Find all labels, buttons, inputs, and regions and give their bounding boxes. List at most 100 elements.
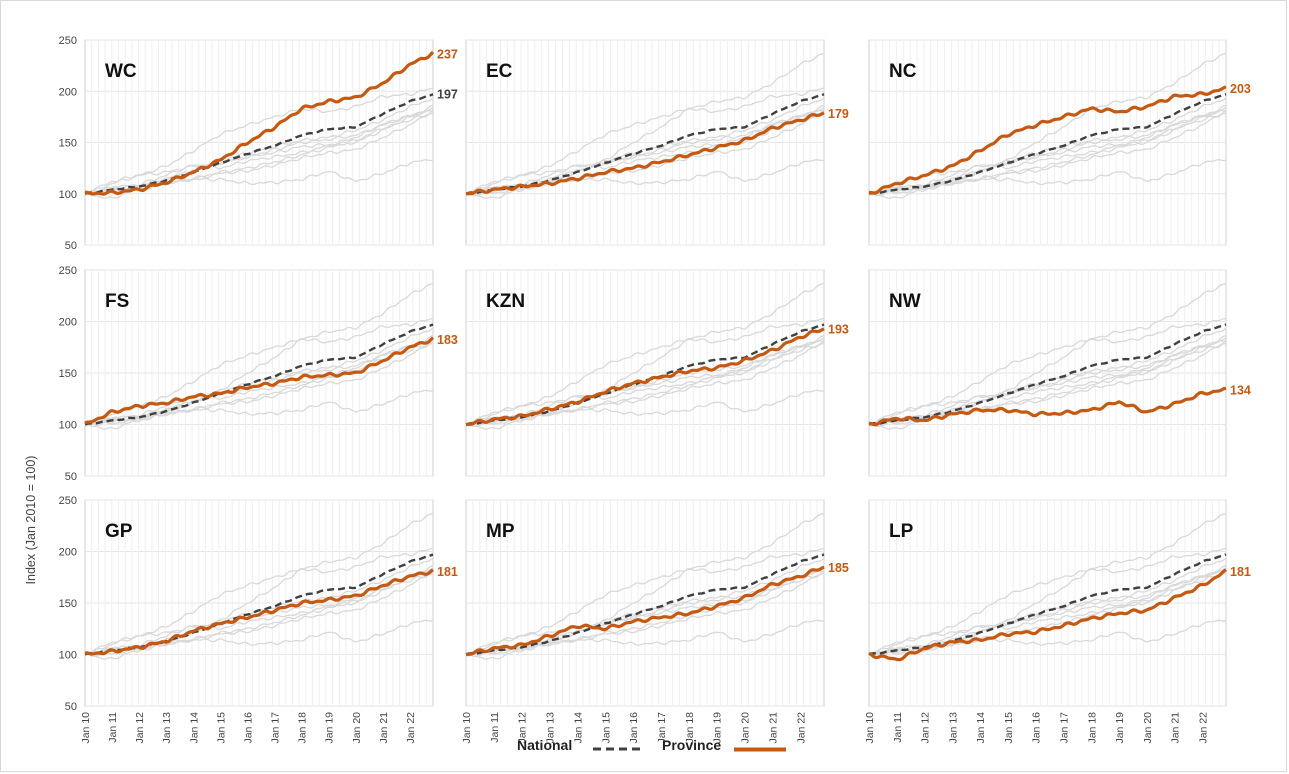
legend-national-label: National bbox=[517, 737, 573, 753]
x-tick-label: Jan 14 bbox=[975, 712, 987, 744]
background-series-line bbox=[465, 87, 825, 195]
x-tick-label: Jan 16 bbox=[1031, 712, 1043, 744]
province-series-line bbox=[465, 327, 825, 427]
legend-province-label: Province bbox=[662, 737, 722, 753]
panel-wc: WC 237 197 50 100 150 200 250 bbox=[59, 35, 458, 252]
province-series-line bbox=[465, 565, 825, 657]
province-end-label: 183 bbox=[437, 333, 458, 347]
province-series-line bbox=[868, 386, 1227, 427]
x-tick-label: Jan 17 bbox=[270, 712, 282, 744]
province-series-line bbox=[85, 50, 435, 196]
y-tick-label: 100 bbox=[59, 420, 77, 432]
background-series-line bbox=[465, 317, 825, 426]
x-tick-label: Jan 13 bbox=[947, 712, 959, 744]
x-tick-label: Jan 22 bbox=[795, 712, 807, 744]
x-tick-label: Jan 22 bbox=[405, 712, 417, 744]
background-series-line bbox=[868, 565, 1227, 656]
x-tick-label: Jan 19 bbox=[1114, 712, 1126, 744]
background-series-line bbox=[868, 340, 1227, 427]
background-series-line bbox=[465, 567, 825, 655]
panel-lp: LP 181 Jan 10 Jan 11 Jan 12 Jan 13 Jan 14 Jan 1… bbox=[864, 499, 1251, 744]
background-series-line bbox=[868, 337, 1227, 425]
x-tick-label: Jan 20 bbox=[1142, 712, 1154, 744]
panel-title: MP bbox=[486, 521, 515, 542]
x-tick-label: Jan 21 bbox=[1170, 712, 1182, 744]
panel-gp: GP 181 50 100 150 200 250 Jan 10 Jan 11 Jan 12 Jan… bbox=[59, 495, 458, 744]
background-series-line bbox=[465, 109, 825, 196]
background-series-line bbox=[84, 547, 434, 656]
background-series-line bbox=[465, 337, 825, 425]
x-tick-label: Jan 21 bbox=[768, 712, 780, 744]
x-tick-label: Jan 12 bbox=[517, 712, 529, 744]
x-tick-label: Jan 21 bbox=[378, 712, 390, 744]
panel-title: KZN bbox=[486, 291, 525, 312]
province-series-line bbox=[84, 336, 435, 425]
x-tick-label: Jan 16 bbox=[243, 712, 255, 744]
y-tick-label: 100 bbox=[59, 650, 77, 662]
x-tick-label: Jan 17 bbox=[656, 712, 668, 744]
panel-kzn: KZN 193 bbox=[465, 269, 849, 477]
province-end-label: 193 bbox=[828, 323, 849, 337]
background-series-line bbox=[868, 335, 1227, 426]
y-tick-label: 50 bbox=[65, 471, 77, 483]
panel-nc: NC 203 bbox=[868, 39, 1251, 246]
background-series-line bbox=[465, 107, 825, 194]
y-tick-label: 50 bbox=[65, 701, 77, 713]
legend: National Province bbox=[0, 735, 1289, 759]
province-series-line bbox=[868, 85, 1227, 195]
x-tick-label: Jan 10 bbox=[461, 712, 473, 744]
panel-title: EC bbox=[486, 61, 513, 82]
background-series-line bbox=[868, 567, 1227, 655]
y-tick-label: 200 bbox=[59, 547, 77, 559]
panel-nw: NW 134 bbox=[868, 269, 1251, 477]
x-tick-label: Jan 15 bbox=[600, 712, 612, 744]
panel-title: FS bbox=[105, 291, 129, 312]
province-end-label: 181 bbox=[1230, 565, 1251, 579]
background-series-line bbox=[868, 104, 1227, 195]
panel-title: LP bbox=[889, 521, 914, 542]
x-tick-label: Jan 10 bbox=[80, 712, 92, 744]
background-series-line bbox=[868, 109, 1227, 199]
province-series-line bbox=[465, 111, 825, 196]
y-tick-label: 150 bbox=[59, 598, 77, 610]
province-end-label: 134 bbox=[1230, 383, 1251, 397]
y-tick-label: 250 bbox=[59, 495, 77, 507]
background-series-line bbox=[868, 570, 1227, 657]
background-series-line bbox=[84, 317, 434, 426]
y-tick-label: 50 bbox=[65, 240, 77, 252]
x-tick-label: Jan 12 bbox=[134, 712, 146, 744]
province-end-label: 179 bbox=[828, 107, 849, 121]
province-end-label: 237 bbox=[437, 47, 458, 61]
y-tick-label: 150 bbox=[59, 368, 77, 380]
y-tick-label: 200 bbox=[59, 317, 77, 329]
panel-title: NW bbox=[889, 291, 921, 312]
background-series-line bbox=[84, 339, 434, 430]
background-series-line bbox=[465, 569, 825, 660]
province-series-line bbox=[84, 568, 434, 656]
background-series-line bbox=[84, 107, 434, 194]
national-series-line bbox=[84, 553, 434, 656]
x-tick-label: Jan 19 bbox=[712, 712, 724, 744]
x-tick-label: Jan 14 bbox=[188, 712, 200, 744]
y-tick-label: 250 bbox=[59, 265, 77, 277]
x-tick-label: Jan 15 bbox=[1003, 712, 1015, 744]
x-tick-label: Jan 18 bbox=[297, 712, 309, 744]
national-series-line bbox=[465, 553, 825, 656]
x-tick-label: Jan 11 bbox=[489, 712, 501, 743]
x-tick-label: Jan 15 bbox=[215, 712, 227, 744]
background-series-line bbox=[465, 339, 825, 430]
background-series-line bbox=[84, 335, 434, 426]
background-series-line bbox=[465, 109, 825, 199]
panel-ec: EC 179 bbox=[465, 39, 849, 246]
y-axis-label: Index (Jan 2010 = 100) bbox=[24, 455, 38, 585]
background-series-line bbox=[84, 109, 434, 196]
background-series-line bbox=[868, 109, 1227, 196]
national-series-line bbox=[84, 93, 434, 195]
x-tick-label: Jan 11 bbox=[892, 712, 904, 743]
province-series-line bbox=[868, 568, 1227, 662]
y-tick-label: 100 bbox=[59, 189, 77, 201]
x-tick-label: Jan 16 bbox=[628, 712, 640, 744]
y-tick-label: 200 bbox=[59, 86, 77, 98]
x-tick-label: Jan 10 bbox=[864, 712, 876, 744]
